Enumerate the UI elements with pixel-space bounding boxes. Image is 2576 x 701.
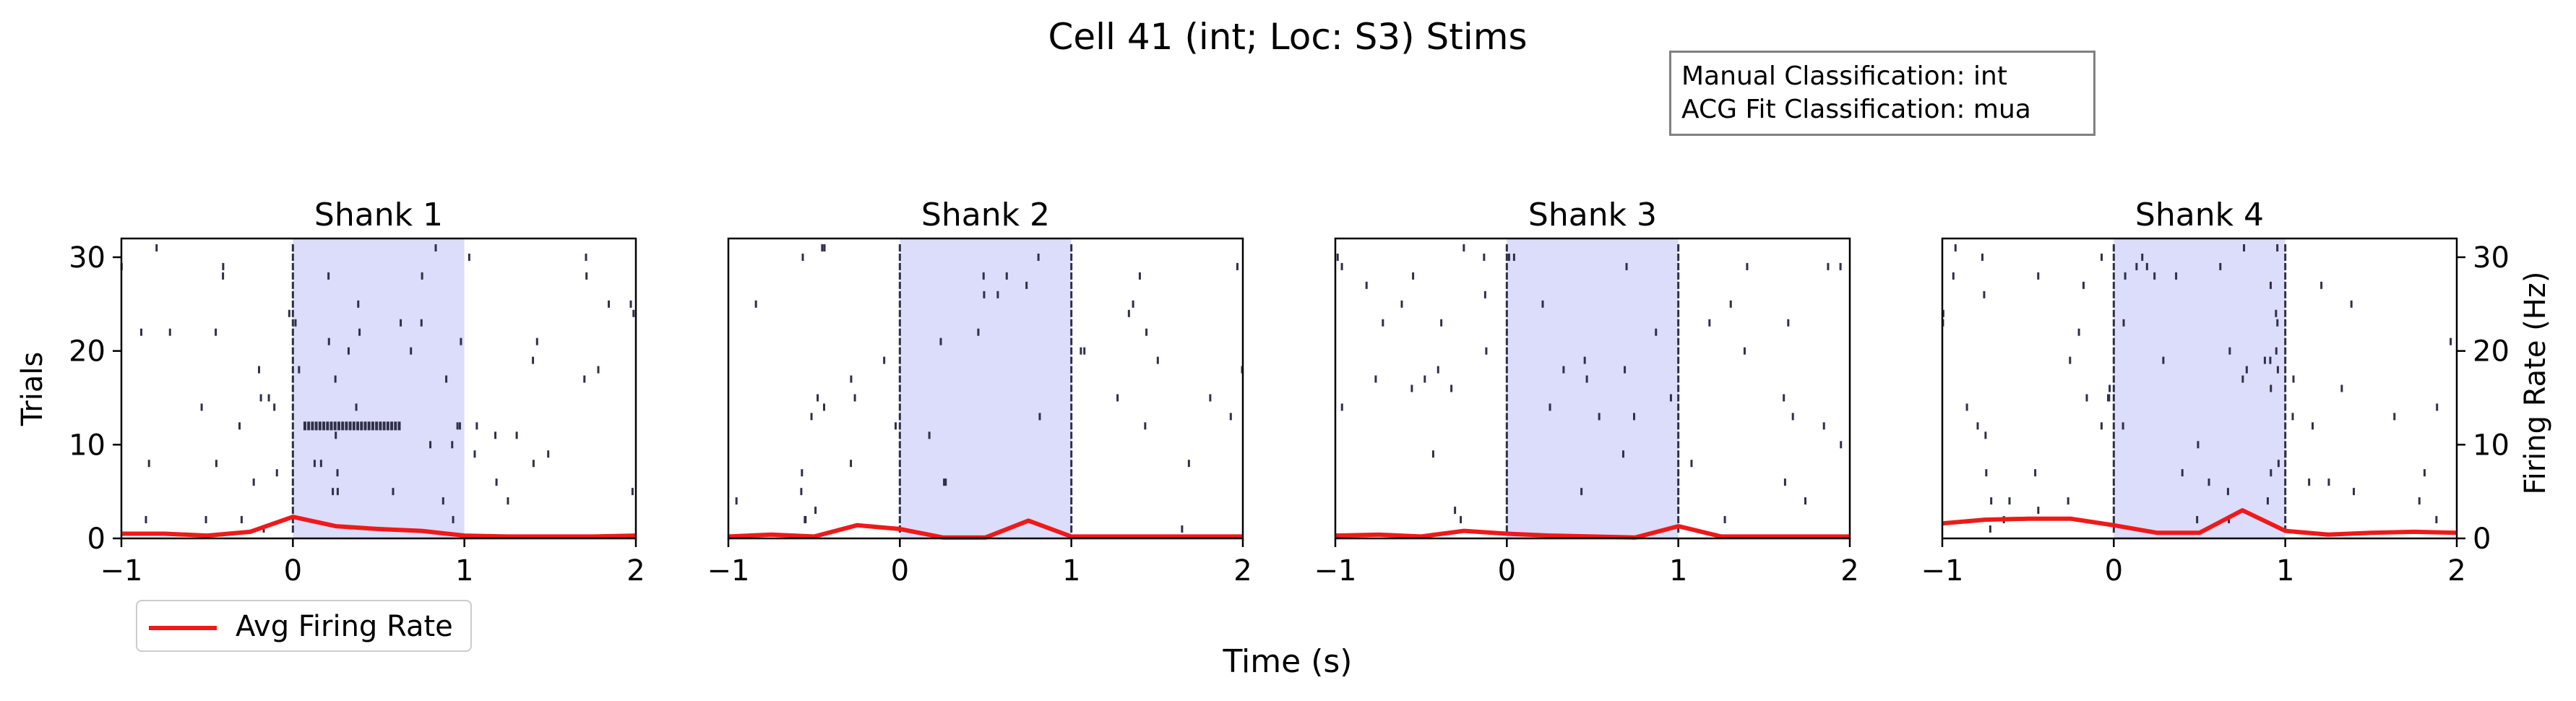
x-tick-label: −1	[100, 554, 143, 588]
x-tick-label: 1	[2276, 554, 2294, 588]
firing-rate-line	[1942, 508, 2457, 537]
plot-frame	[120, 237, 637, 540]
panel-shank-2: Shank 2 −1 0 1 2	[707, 197, 1252, 588]
firing-rate-line	[1335, 524, 1850, 540]
x-tick-label: 2	[2447, 554, 2465, 588]
x-tick-label: 2	[626, 554, 645, 588]
acg-classification: ACG Fit Classification: mua	[1681, 95, 2031, 124]
x-tick-label: −1	[707, 554, 750, 588]
stim-window	[900, 238, 1072, 538]
legend-swatch-avg-rate	[149, 626, 217, 630]
plot-frame	[1334, 237, 1851, 540]
x-tick-label: 0	[2105, 554, 2123, 588]
legend: Avg Firing Rate	[136, 600, 472, 652]
x-tick-label: 0	[284, 554, 302, 588]
x-tick-label: 1	[1062, 554, 1080, 588]
y2-tick-label: 10	[2473, 429, 2510, 462]
stim-window	[293, 238, 465, 538]
stim-window	[2114, 238, 2286, 538]
y2-tick-label: 0	[2473, 522, 2491, 556]
panel-title: Shank 1	[314, 197, 443, 233]
x-tick-label: 2	[1233, 554, 1252, 588]
y-tick-label: 0	[87, 522, 105, 556]
spike-raster	[1942, 244, 2452, 533]
y2-tick-label: 30	[2473, 241, 2510, 275]
x-tick-label: −1	[1921, 554, 1964, 588]
figure-title: Cell 41 (int; Loc: S3) Stims	[1048, 16, 1527, 58]
y-tick-label: 30	[69, 241, 105, 275]
legend-label: Avg Firing Rate	[236, 610, 453, 643]
plot-frame	[1941, 237, 2458, 540]
classification-box: Manual Classification: int ACG Fit Class…	[1669, 51, 2095, 136]
panel-title: Shank 3	[1528, 197, 1657, 233]
x-tick-label: 1	[1669, 554, 1687, 588]
manual-classification: Manual Classification: int	[1681, 61, 2007, 91]
y-tick-label: 20	[69, 335, 105, 369]
panel-title: Shank 2	[921, 197, 1050, 233]
x-tick-label: −1	[1314, 554, 1357, 588]
stim-window	[1507, 238, 1679, 538]
y-tick-label: 10	[69, 429, 105, 462]
x-axis-label: Time (s)	[1223, 643, 1353, 680]
spike-raster	[1336, 244, 1843, 533]
y-axis-label-left: Trials	[16, 352, 49, 427]
firing-rate-line	[728, 518, 1243, 540]
panel-title: Shank 4	[2135, 197, 2264, 233]
x-tick-label: 0	[1498, 554, 1516, 588]
x-tick-label: 2	[1840, 554, 1858, 588]
plot-frame	[727, 237, 1244, 540]
x-tick-label: 0	[891, 554, 909, 588]
x-tick-label: 1	[455, 554, 473, 588]
spike-raster	[120, 244, 635, 533]
firing-rate-line	[121, 515, 637, 539]
y-axis-label-right: Firing Rate (Hz)	[2519, 272, 2552, 495]
panel-shank-3: Shank 3 −1 0 1 2	[1314, 197, 1859, 588]
y2-tick-label: 20	[2473, 335, 2510, 369]
